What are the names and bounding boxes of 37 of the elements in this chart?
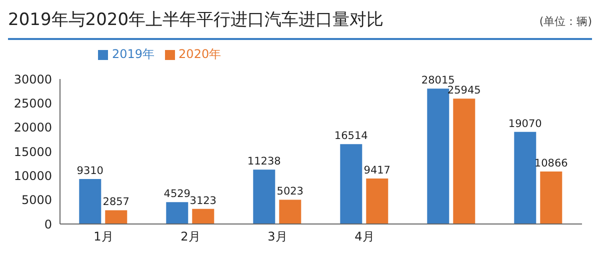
data-label: 9310 xyxy=(76,165,104,177)
y-tick-label: 5000 xyxy=(21,193,52,208)
y-tick-label: 10000 xyxy=(14,168,52,183)
data-label: 9417 xyxy=(364,164,391,176)
data-label: 11238 xyxy=(247,156,281,168)
bar xyxy=(514,132,536,224)
y-tick-label: 20000 xyxy=(14,120,52,135)
bar xyxy=(79,179,102,224)
bar xyxy=(540,171,562,224)
data-label: 2857 xyxy=(102,196,130,208)
bar xyxy=(253,170,276,224)
data-label: 3123 xyxy=(190,194,217,207)
data-label: 5023 xyxy=(276,186,304,198)
bar xyxy=(105,210,128,224)
bar xyxy=(279,200,302,224)
legend-label: 2020年 xyxy=(178,47,222,61)
bar xyxy=(192,208,214,224)
data-label: 16514 xyxy=(334,130,368,142)
x-tick-label: 1月 xyxy=(94,230,114,244)
x-tick-label: 2月 xyxy=(180,230,200,244)
x-tick-label: 3月 xyxy=(268,230,288,244)
bar xyxy=(166,202,188,224)
data-label: 4529 xyxy=(164,188,191,200)
y-tick-label: 30000 xyxy=(14,72,52,86)
legend-label: 2019年 xyxy=(112,47,155,61)
data-label: 28015 xyxy=(421,74,455,87)
y-tick-label: 25000 xyxy=(14,96,52,110)
bar xyxy=(366,178,388,224)
text: (单位：辆) xyxy=(539,15,592,28)
bar xyxy=(427,88,450,224)
y-tick-label: 0 xyxy=(44,217,52,232)
data-label: 19070 xyxy=(508,118,542,130)
bar xyxy=(340,144,362,224)
bar xyxy=(453,98,476,224)
chart-title: 2019年与2020年上半年平行进口汽车进口量对比 xyxy=(8,9,384,31)
x-tick-label: 4月 xyxy=(354,230,374,244)
y-tick-label: 15000 xyxy=(14,144,52,159)
